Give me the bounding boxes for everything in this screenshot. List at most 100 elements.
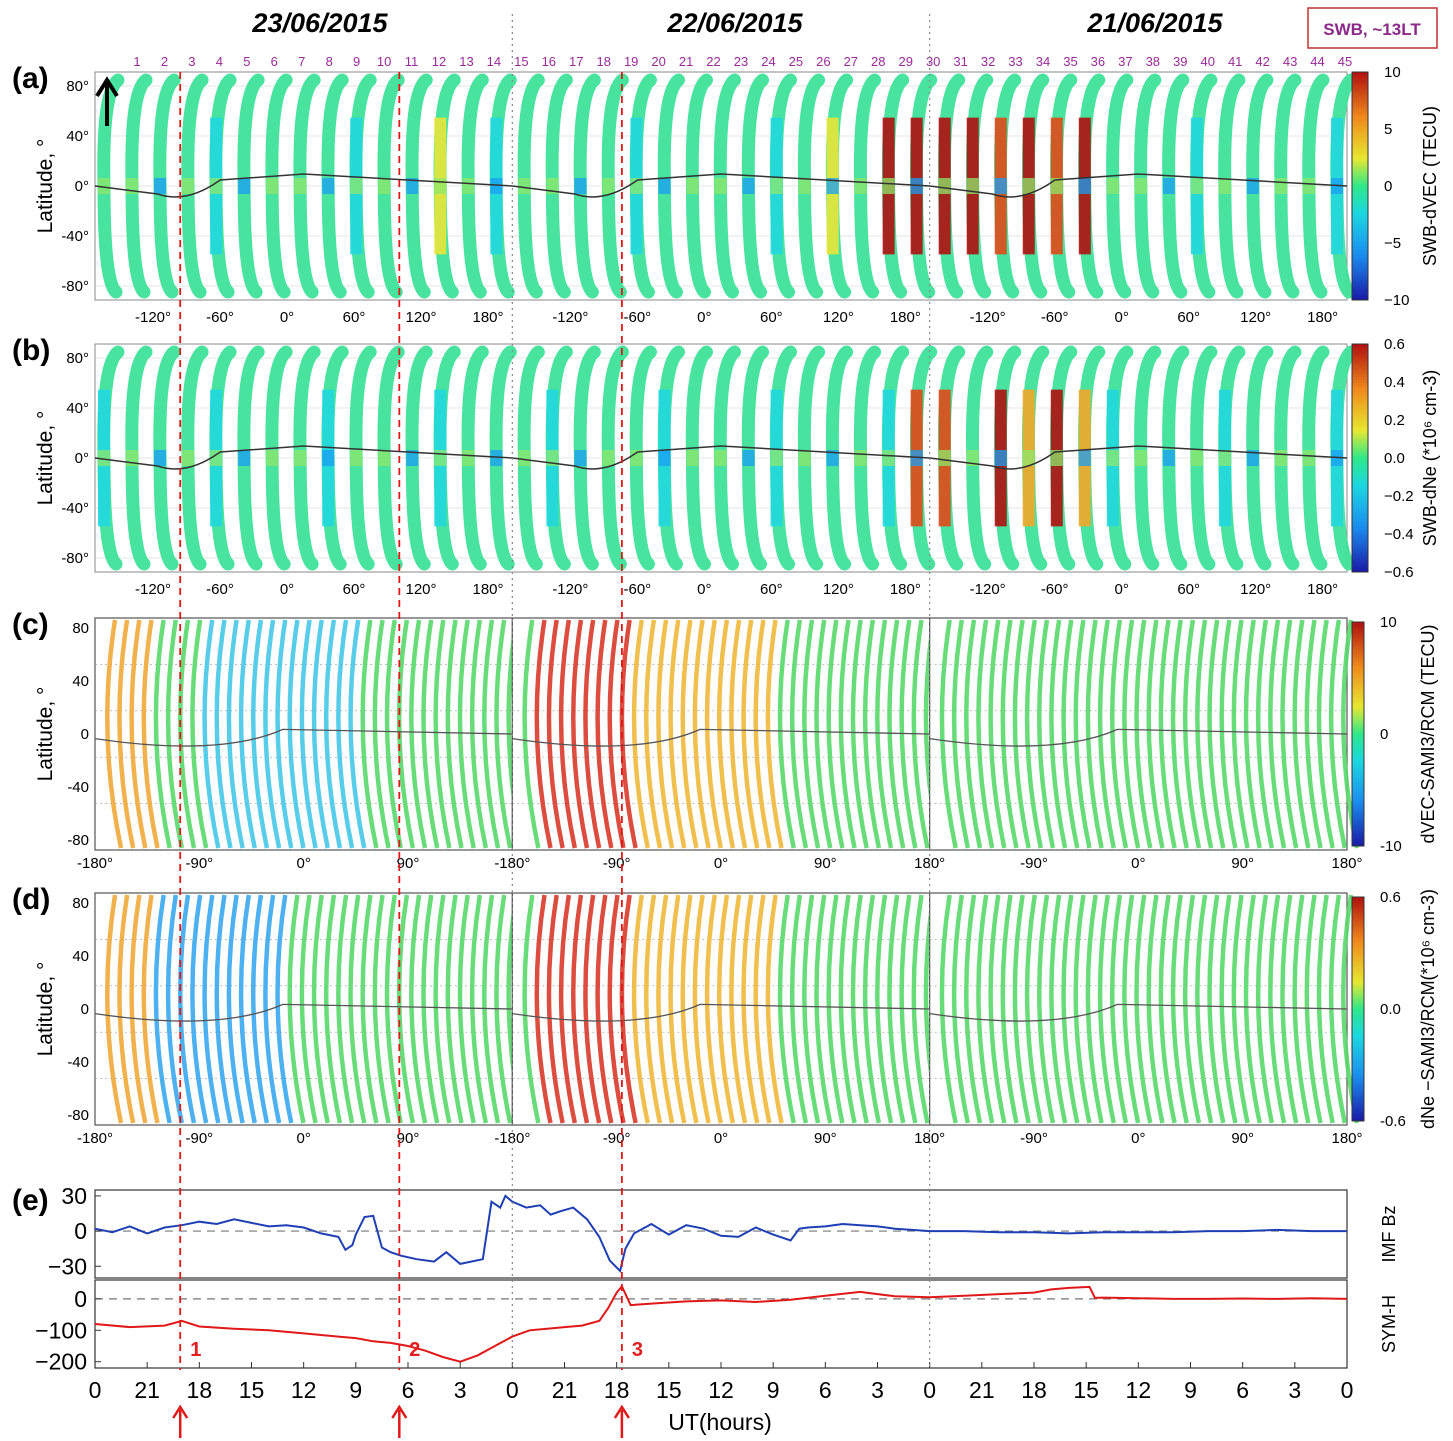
y-tick-label: 40° [66,400,89,417]
orbit-number: 24 [761,54,775,69]
field-track [1195,894,1214,1124]
colorbar-tick: −0.2 [1384,488,1414,505]
field-track [546,619,565,849]
x-tick-label: 120° [405,581,436,598]
field-track [409,619,428,849]
field-track [275,894,294,1124]
field-track [299,894,318,1124]
field-track [105,894,124,1124]
x-tick-label: 3 [871,1377,884,1403]
field-track [789,894,809,1124]
equator-mark [1050,178,1063,194]
y-tick-label: 80° [66,78,89,95]
orbit-number: 38 [1146,54,1160,69]
x-tick-label: 3 [454,1377,467,1403]
equator-mark [210,450,223,466]
orbit-number: 16 [542,54,556,69]
y-tick-label: 80 [72,620,89,637]
orbit-number: 7 [298,54,305,69]
bz-label: IMF Bz [1379,1206,1399,1263]
field-track [643,894,663,1124]
x-tick-label: 0° [697,581,711,598]
field-track [964,619,983,849]
equator-mark [1050,450,1063,466]
equator-mark [294,450,307,466]
date-label: 22/06/2015 [666,8,803,38]
y-tick-label: -80 [67,1107,89,1124]
field-track [1280,894,1299,1124]
field-track [287,619,306,849]
field-track [1231,619,1250,849]
equator-mark [798,178,811,194]
field-track [1085,619,1104,849]
x-tick-label: 90° [814,855,837,872]
symh-label: SYM-H [1379,1295,1399,1353]
y-tick-label: -40 [67,1054,89,1071]
bz-series-line [94,1194,1347,1273]
field-track [753,619,772,849]
field-track [1158,894,1177,1124]
colorbar-tick: −0.6 [1384,564,1414,581]
y-tick-label: 40 [72,673,89,690]
event-arrow-head [391,1404,408,1419]
field-track [595,619,614,849]
field-track [263,619,282,849]
field-track [1182,619,1202,849]
field-track [875,894,894,1124]
field-track [729,619,748,849]
equator-mark [1078,450,1091,466]
model-panels: 80 40 0 -40 -80 -180° -90° 0° 90° -180° -90° 0° 90° 1… [12,608,1438,1147]
field-track [1073,894,1092,1124]
y-tick-label: -40° [61,228,89,245]
field-track [384,619,403,849]
magnetic-equator [512,728,930,747]
equator-mark [1190,450,1203,466]
field-track [680,894,699,1124]
satellite-box-label: SWB, ~13LT [1323,20,1421,39]
orbit-number: 3 [188,54,195,69]
field-track [348,619,367,849]
satellite-box [1307,7,1438,49]
x-tick-label: 0° [714,855,728,872]
field-track [1109,619,1129,849]
equator-mark [98,178,110,194]
equator-mark [350,178,363,194]
colorbar-tick: 10 [1380,614,1397,631]
field-track [336,619,355,849]
colorbar-tick: 0.6 [1384,336,1405,353]
y-tick-label: 40 [72,948,89,965]
field-track [1292,894,1311,1124]
orbit-number: 19 [624,54,638,69]
field-track [323,894,343,1124]
colorbar-tick: 0.2 [1384,412,1405,429]
x-tick-label: -180° [77,1130,113,1147]
x-tick-label: -90° [185,855,213,872]
field-track [1304,619,1323,849]
field-track [887,894,906,1124]
x-tick-label: 60° [1177,581,1200,598]
orbit-number: 37 [1118,54,1132,69]
y-tick-label: −100 [35,1317,87,1343]
field-track [716,894,736,1124]
event-number: 3 [632,1339,643,1361]
field-track [214,619,233,849]
field-track [1134,894,1153,1124]
x-tick-label: 0° [1131,1130,1145,1147]
equator-mark [882,450,895,466]
equator-mark [266,450,279,466]
arrow-icon-head [95,76,119,98]
equator-mark [182,178,195,194]
field-track [323,619,343,849]
orbit-number: 29 [898,54,912,69]
equator-mark [378,450,391,466]
field-track [1024,894,1044,1124]
x-tick-label: 6 [402,1377,415,1403]
x-tick-label: 60° [760,581,783,598]
field-track [165,894,185,1124]
colorbar-tick: 0.4 [1384,374,1405,391]
x-tick-label: -120° [552,309,588,326]
field-track [1170,894,1189,1124]
equator-mark [602,450,615,466]
x-tick-label: -180° [494,855,530,872]
field-track [814,619,833,849]
